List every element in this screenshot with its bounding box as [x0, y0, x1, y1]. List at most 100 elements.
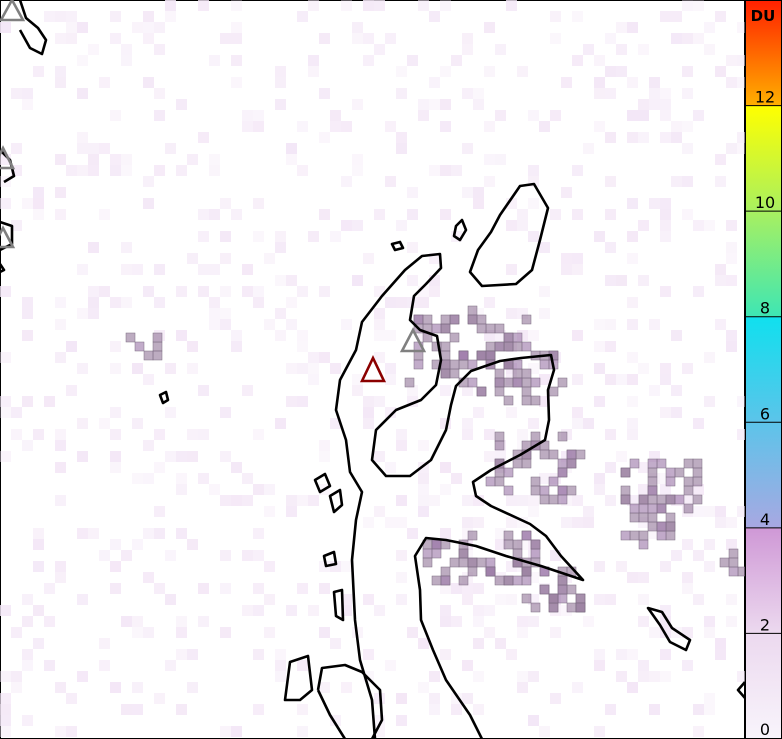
background-cell: [176, 473, 187, 484]
background-cell: [253, 297, 264, 308]
background-cell: [110, 165, 121, 176]
coastline-east-island: [646, 606, 692, 652]
background-cell: [121, 44, 132, 55]
background-cell: [660, 649, 671, 660]
background-cell: [660, 561, 671, 572]
background-cell: [374, 209, 385, 220]
background-cell: [66, 165, 77, 176]
coastline-main-island: [334, 252, 585, 739]
so2-cell: [152, 332, 163, 343]
background-cell: [198, 429, 209, 440]
background-cell: [319, 561, 330, 572]
background-cell: [187, 253, 198, 264]
background-cell: [374, 308, 385, 319]
background-cell: [726, 275, 737, 286]
background-cell: [352, 275, 363, 286]
background-cell: [297, 495, 308, 506]
background-cell: [99, 209, 110, 220]
background-cell: [66, 341, 77, 352]
background-cell: [682, 0, 693, 11]
background-cell: [275, 671, 286, 682]
background-cell: [77, 671, 88, 682]
background-cell: [209, 209, 220, 220]
background-cell: [242, 385, 253, 396]
background-cell: [495, 451, 506, 462]
background-cell: [55, 297, 66, 308]
background-cell: [528, 495, 539, 506]
so2-cell: [656, 530, 667, 541]
so2-cell: [413, 350, 424, 361]
background-cell: [605, 209, 616, 220]
background-cell: [693, 33, 704, 44]
so2-cell: [647, 458, 658, 469]
so2-cell: [449, 332, 460, 343]
background-cell: [726, 341, 737, 352]
background-cell: [539, 242, 550, 253]
background-cell: [539, 726, 550, 737]
background-cell: [693, 110, 704, 121]
volcano-triangle-icon: [0, 225, 16, 249]
so2-cell: [422, 557, 433, 568]
background-cell: [341, 220, 352, 231]
so2-cell: [647, 521, 658, 532]
background-cell: [726, 275, 737, 286]
background-cell: [341, 176, 352, 187]
background-cell: [583, 143, 594, 154]
background-cell: [0, 396, 11, 407]
background-cell: [737, 143, 745, 154]
background-cell: [154, 88, 165, 99]
background-cell: [385, 517, 396, 528]
so2-cell: [566, 584, 577, 595]
background-cell: [660, 616, 671, 627]
background-cell: [198, 616, 209, 627]
background-cell: [495, 330, 506, 341]
background-cell: [110, 33, 121, 44]
so2-cell: [458, 575, 469, 586]
background-cell: [572, 418, 583, 429]
background-cell: [429, 165, 440, 176]
background-cell: [605, 462, 616, 473]
background-cell: [627, 682, 638, 693]
background-cell: [0, 198, 11, 209]
background-cell: [638, 275, 649, 286]
background-cell: [440, 121, 451, 132]
background-cell: [506, 0, 517, 11]
so2-map: [0, 0, 745, 739]
background-cell: [55, 429, 66, 440]
background-cell: [33, 187, 44, 198]
background-cell: [110, 407, 121, 418]
background-cell: [473, 308, 484, 319]
so2-cell: [674, 467, 685, 478]
background-cell: [671, 330, 682, 341]
background-cell: [220, 627, 231, 638]
background-cell: [330, 121, 341, 132]
so2-cell: [467, 359, 478, 370]
background-cell: [660, 671, 671, 682]
background-cell: [275, 99, 286, 110]
so2-cell: [125, 332, 136, 343]
background-cell: [671, 330, 682, 341]
background-cell: [517, 495, 528, 506]
so2-cell: [620, 530, 631, 541]
background-cell: [561, 187, 572, 198]
background-cell: [418, 286, 429, 297]
background-cell: [363, 649, 374, 660]
background-cell: [143, 198, 154, 209]
colorbar-tick-label: 8: [760, 299, 770, 318]
background-cell: [297, 11, 308, 22]
so2-cell: [566, 485, 577, 496]
background-cell: [627, 132, 638, 143]
background-cell: [572, 682, 583, 693]
background-cell: [55, 440, 66, 451]
so2-cell: [485, 476, 496, 487]
background-cell: [11, 220, 22, 231]
background-cell: [297, 165, 308, 176]
background-cell: [572, 11, 583, 22]
background-cell: [165, 407, 176, 418]
background-cell: [429, 99, 440, 110]
so2-cell: [440, 350, 451, 361]
background-cell: [231, 0, 242, 11]
so2-cell: [467, 305, 478, 316]
background-cell: [396, 517, 407, 528]
background-cell: [594, 561, 605, 572]
